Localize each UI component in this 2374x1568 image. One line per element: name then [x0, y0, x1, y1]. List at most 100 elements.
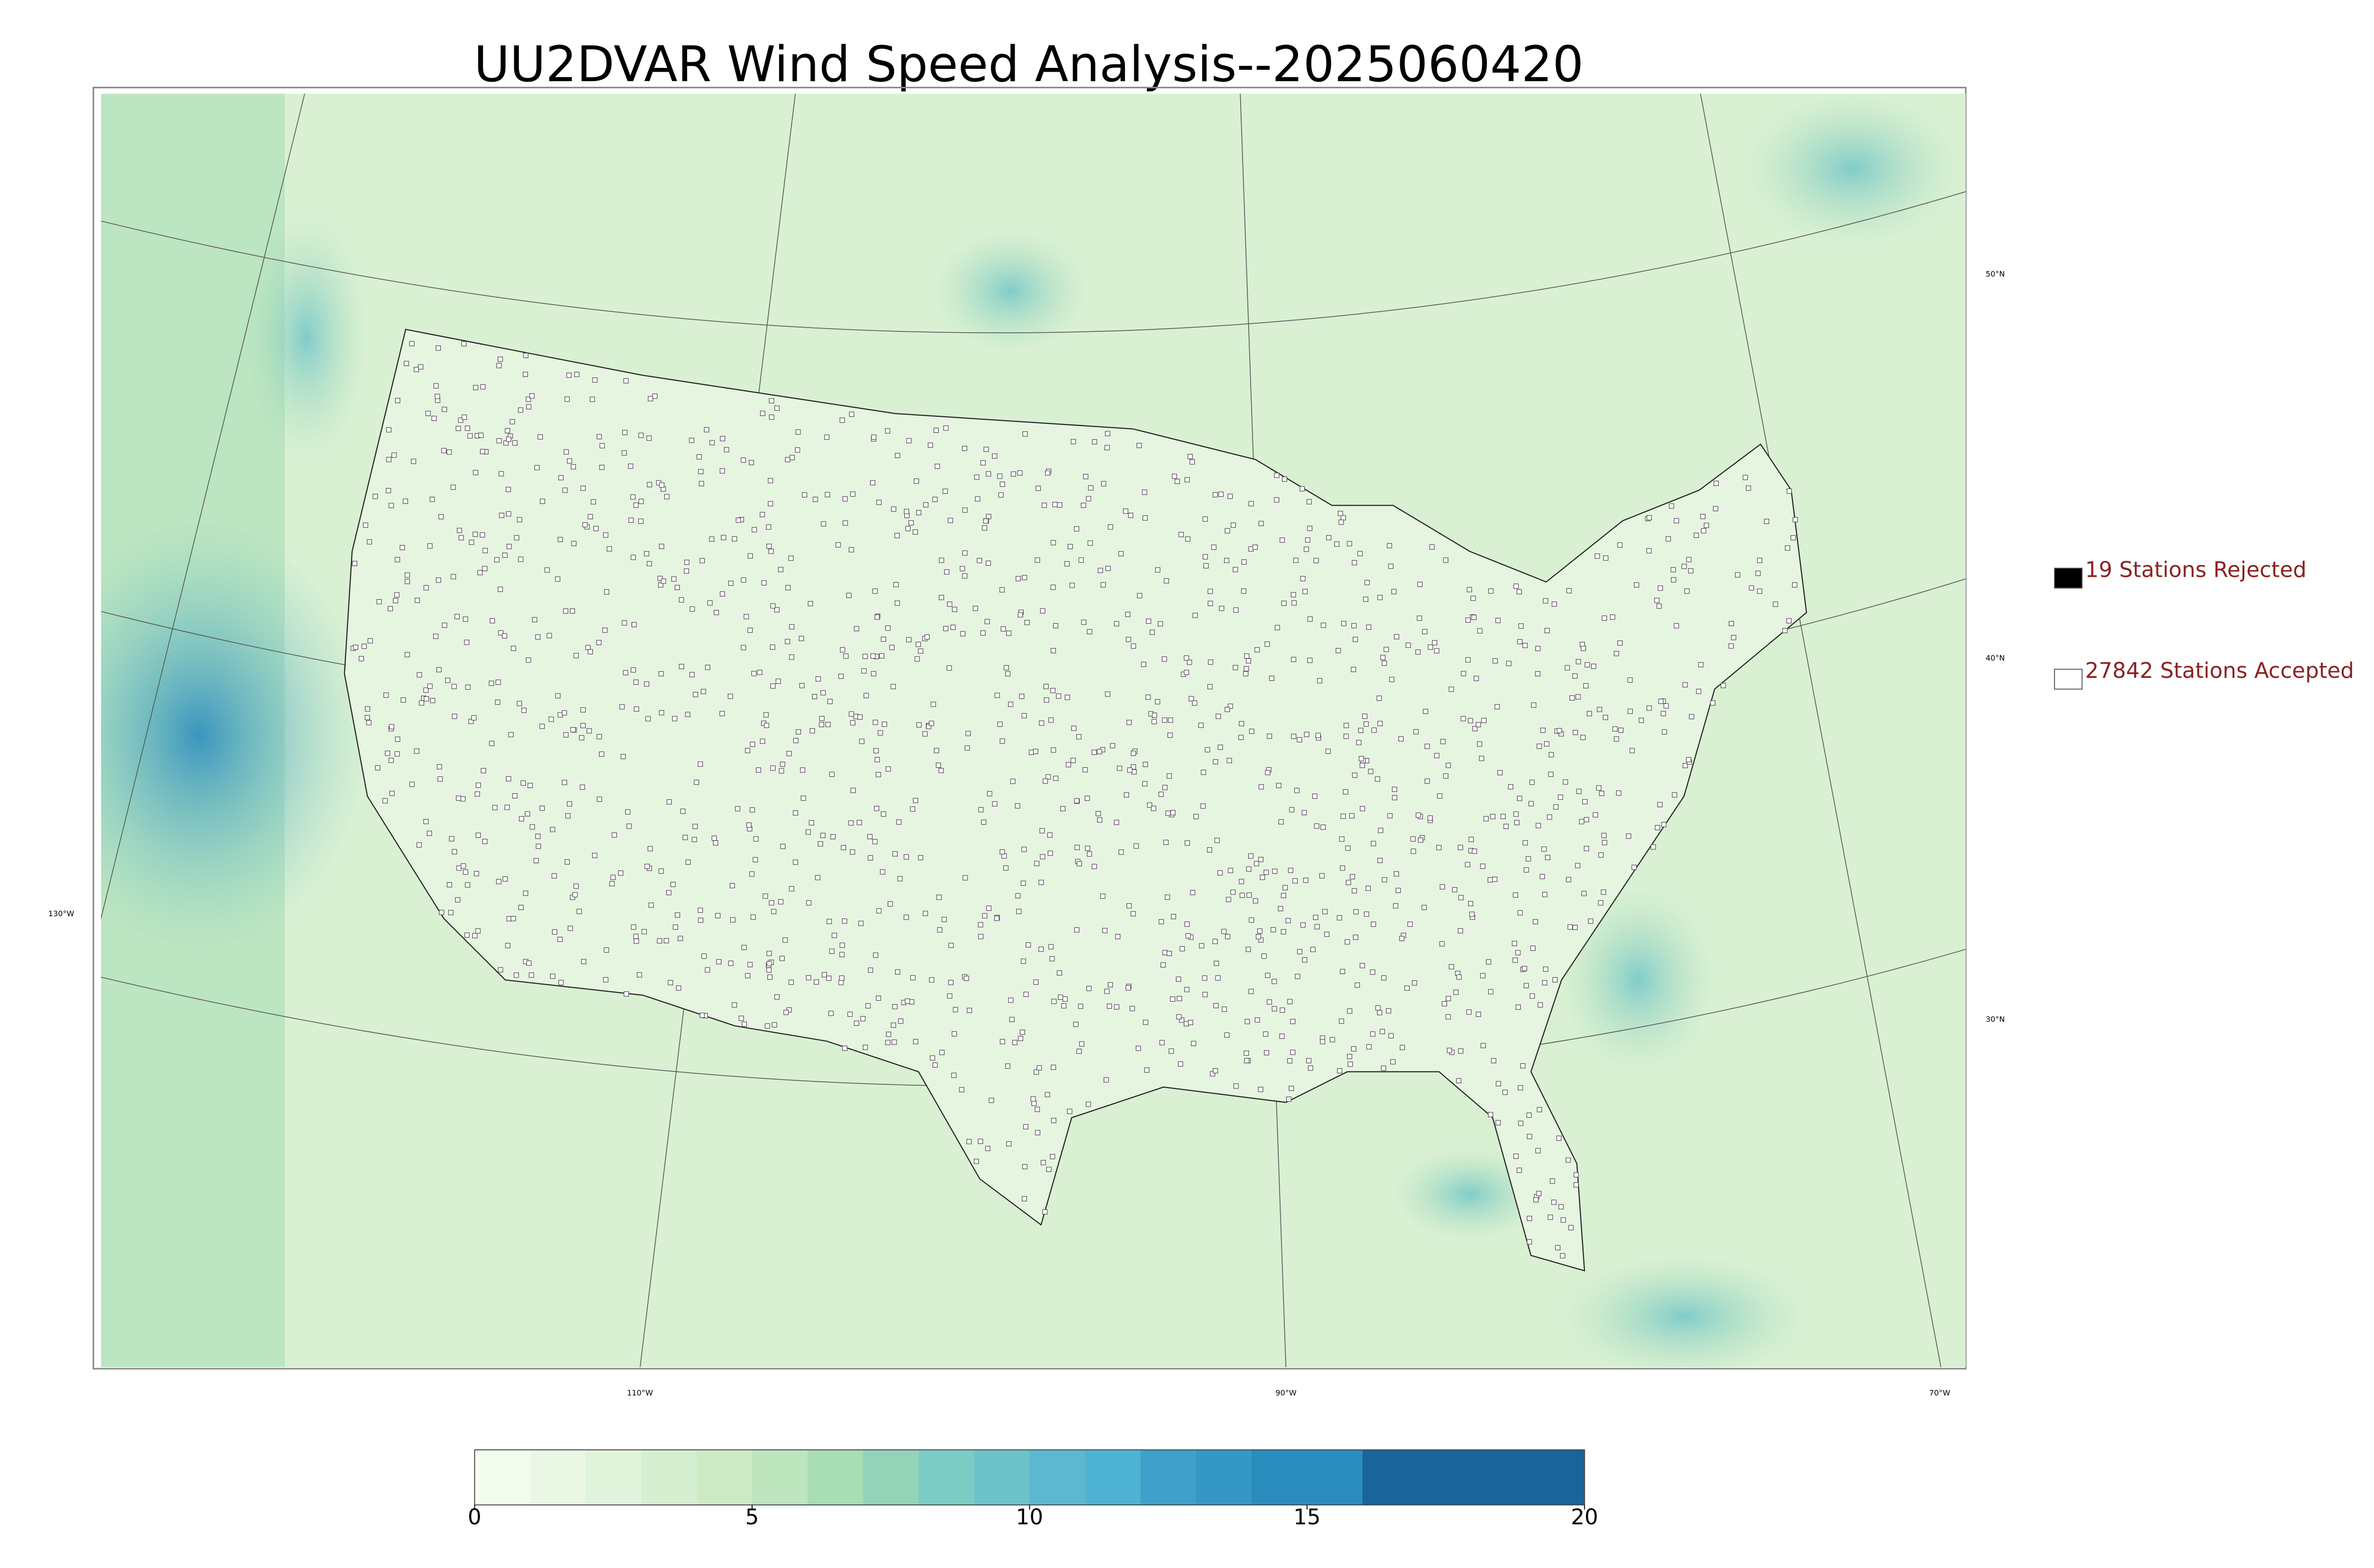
station: [820, 833, 826, 838]
station: [1529, 779, 1535, 785]
station: [623, 991, 629, 997]
station: [603, 532, 609, 538]
station: [562, 710, 567, 716]
station: [1217, 744, 1223, 750]
station: [962, 507, 968, 513]
station: [438, 514, 444, 519]
station: [786, 751, 792, 756]
station: [1547, 814, 1553, 820]
station: [1161, 656, 1167, 662]
wind-max: [933, 230, 1087, 353]
station: [1198, 723, 1204, 728]
station: [1658, 585, 1663, 591]
station: [536, 844, 541, 849]
station: [1610, 614, 1615, 620]
station: [1034, 1069, 1039, 1075]
station: [1098, 568, 1103, 573]
station: [424, 696, 429, 702]
station: [385, 751, 390, 756]
station: [774, 405, 780, 411]
station: [361, 643, 367, 649]
station: [1145, 695, 1151, 700]
station: [1613, 736, 1619, 742]
station: [1495, 1120, 1501, 1126]
station: [1274, 625, 1280, 630]
station: [1694, 533, 1699, 538]
station: [1486, 959, 1491, 965]
station: [835, 542, 841, 548]
station: [705, 665, 710, 670]
station: [1079, 1041, 1084, 1047]
station: [1517, 910, 1523, 916]
station: [1583, 845, 1589, 851]
station: [875, 757, 880, 762]
station: [1602, 840, 1607, 845]
station: [498, 586, 503, 592]
station: [981, 819, 987, 825]
station: [829, 771, 835, 777]
colorbar-bin: [807, 1450, 864, 1505]
station: [881, 637, 886, 642]
station: [1097, 817, 1102, 823]
station: [520, 780, 526, 786]
station: [599, 751, 604, 757]
station: [618, 870, 623, 876]
station: [430, 698, 435, 704]
station: [1583, 683, 1589, 689]
station: [815, 676, 821, 682]
station: [526, 960, 532, 966]
station: [1023, 1124, 1028, 1130]
station: [1543, 598, 1548, 604]
station: [930, 1055, 935, 1061]
station: [1688, 568, 1694, 573]
station: [1545, 628, 1550, 633]
station: [458, 417, 463, 423]
station: [999, 1039, 1005, 1044]
station: [1081, 620, 1087, 625]
station: [1424, 743, 1430, 749]
station: [692, 824, 698, 829]
station: [1192, 612, 1198, 618]
station: [567, 458, 573, 464]
station: [433, 383, 439, 389]
station: [464, 639, 470, 645]
station: [1246, 658, 1251, 664]
station: [550, 826, 556, 832]
station: [648, 902, 654, 908]
station: [1340, 813, 1346, 819]
station: [518, 904, 524, 910]
station: [1658, 698, 1664, 704]
station: [1399, 936, 1404, 941]
station: [1376, 695, 1382, 701]
station: [498, 630, 504, 636]
station: [1158, 621, 1163, 627]
station: [1631, 864, 1637, 870]
station: [367, 638, 373, 644]
station: [1366, 1044, 1372, 1050]
station: [1126, 903, 1132, 909]
station: [839, 417, 845, 423]
station: [1159, 1040, 1165, 1045]
station: [1005, 671, 1011, 676]
station: [1105, 431, 1111, 436]
station: [806, 900, 811, 906]
station: [631, 667, 636, 673]
station: [1456, 1078, 1461, 1084]
station: [1285, 918, 1291, 923]
station: [1319, 873, 1325, 879]
station: [633, 938, 639, 944]
station: [747, 627, 753, 633]
station: [1172, 473, 1178, 479]
station: [1130, 764, 1136, 770]
station: [528, 783, 533, 789]
station: [1488, 877, 1493, 883]
station: [492, 805, 498, 810]
station: [1162, 717, 1168, 723]
station: [827, 919, 832, 924]
station: [1548, 752, 1554, 758]
station: [1227, 493, 1233, 499]
map: [101, 94, 1966, 1367]
station: [895, 600, 900, 606]
station: [1244, 1058, 1250, 1063]
station: [506, 436, 511, 442]
